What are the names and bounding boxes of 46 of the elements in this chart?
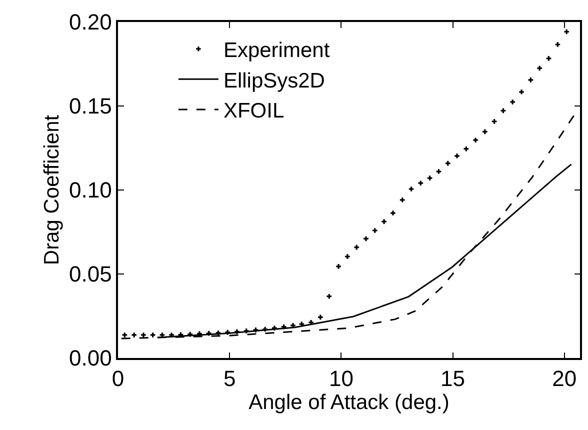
point [528,78,534,82]
y-tick-label: 0.00 [69,346,112,371]
x-tick-label: 10 [328,366,354,392]
point [436,169,442,174]
point [354,244,359,250]
point [427,176,432,180]
legend-label: EllipSys2D [223,69,325,92]
y-tick-label: 0.05 [69,262,112,287]
point [473,138,478,142]
point [564,29,570,34]
point [318,314,323,320]
point [408,186,414,192]
point [454,154,460,158]
point [132,332,136,338]
y-axis-title: Drag Coefficient [40,114,64,266]
x-tick-label: 20 [552,366,577,392]
point [555,42,560,47]
point [390,210,396,216]
x-tick-label: 0 [112,366,124,392]
x-axis-title: Angle of Attack (deg.) [248,391,450,414]
x-tick-label: 15 [440,366,466,392]
legend-label: Experiment [223,39,330,62]
legend-label: XFOIL [223,100,284,123]
point [492,119,497,124]
point [336,264,341,269]
point [169,332,174,338]
point [482,129,488,134]
x-tick-label: 5 [223,366,236,392]
y-tick-label: 0.10 [69,178,112,203]
point [382,219,386,224]
point [326,294,332,299]
point [364,236,368,242]
y-tick-label: 0.20 [69,10,112,35]
point [400,198,405,202]
point [150,332,156,338]
point [546,56,552,61]
point [445,160,450,166]
point [418,180,424,186]
point [519,89,524,94]
point [141,332,146,338]
point [372,228,378,233]
y-tick-label: 0.15 [69,94,112,119]
point [510,100,515,104]
point [345,254,350,259]
point [122,332,128,338]
point [537,66,542,71]
